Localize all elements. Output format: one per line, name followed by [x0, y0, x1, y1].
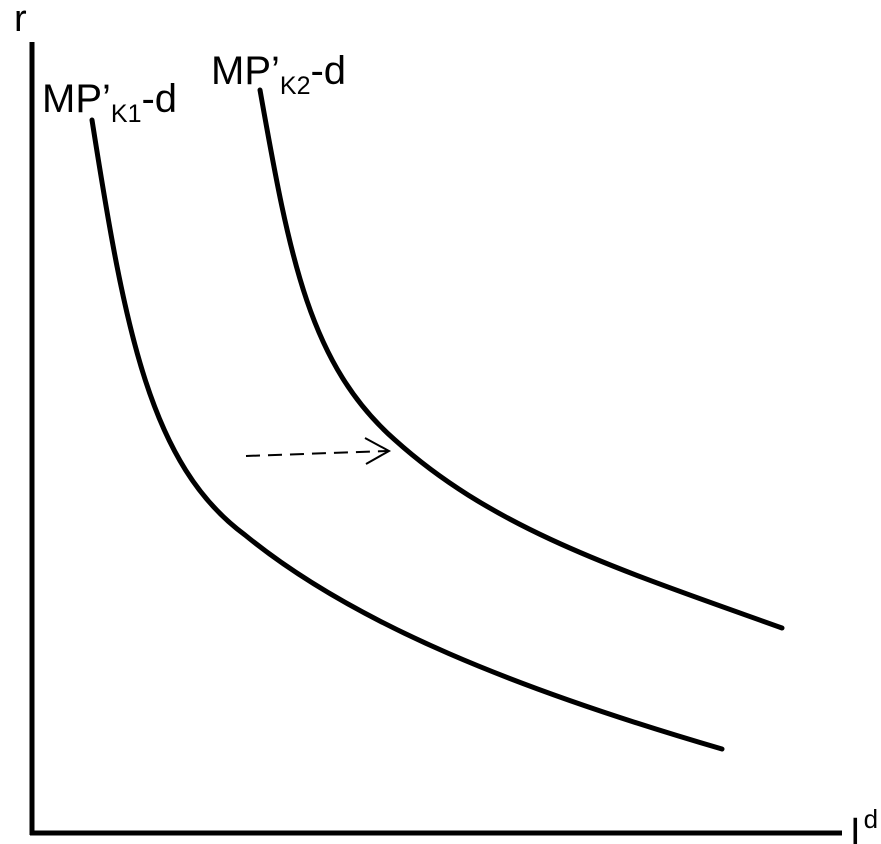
y-axis-label: r — [14, 0, 27, 40]
curve-label-k2-subscript: K2 — [280, 72, 311, 100]
curve-label-k2-prefix: MP’ — [211, 49, 280, 93]
curve-mpk2-minus-d — [257, 87, 785, 631]
curve-label-k1: MP’K1-d — [42, 77, 177, 128]
x-axis-label-main: I — [850, 811, 861, 844]
shift-arrow-shaft — [245, 450, 388, 457]
curve-label-k2-suffix: -d — [310, 49, 346, 93]
x-axis-label-superscript: d — [864, 804, 878, 834]
curve-label-k2: MP’K2-d — [211, 49, 346, 100]
shift-arrow-head — [364, 437, 392, 465]
curve-label-k1-subscript: K1 — [111, 100, 142, 128]
curve-label-k1-suffix: -d — [141, 77, 177, 121]
curve-mpk1-minus-d — [89, 117, 725, 752]
curve-label-k1-prefix: MP’ — [42, 77, 111, 121]
